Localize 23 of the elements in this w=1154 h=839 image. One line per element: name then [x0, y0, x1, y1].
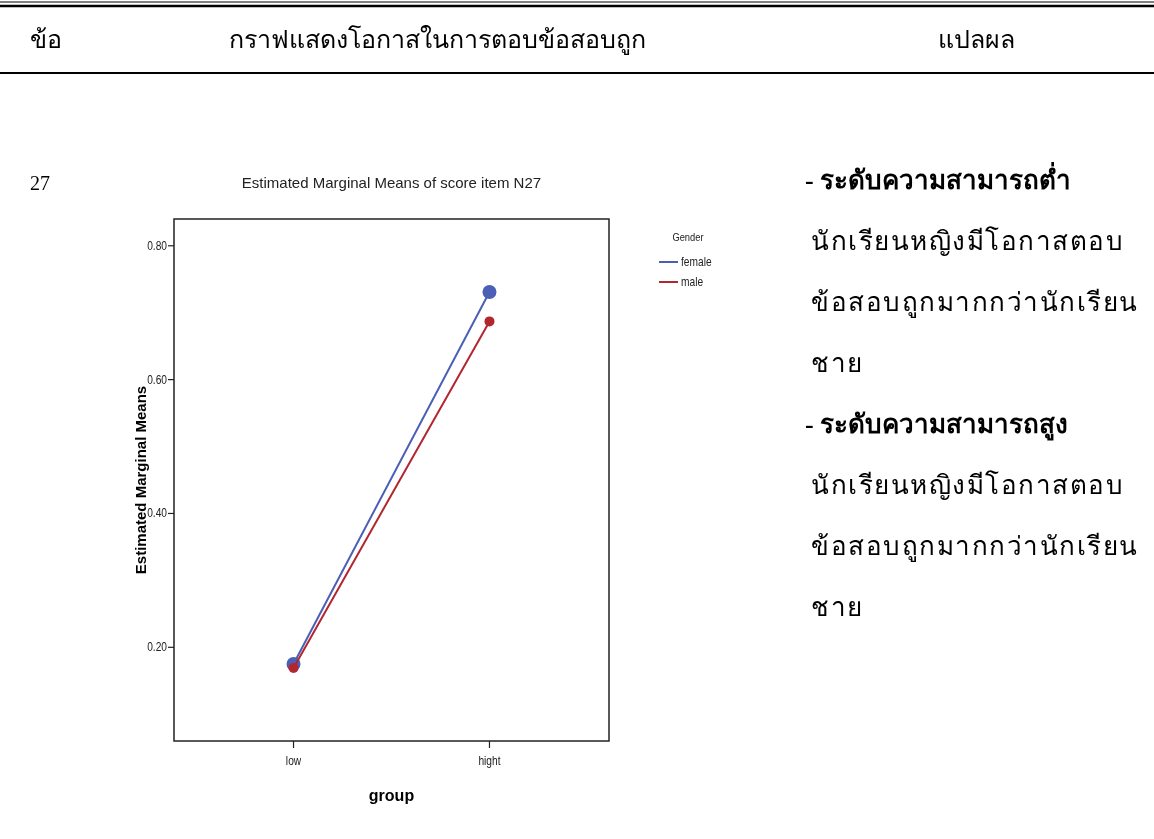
text: นักเรียนหญิงมีโอกาสตอบข้อสอบถูกมากกว่านักเรียนชาย — [811, 227, 1139, 378]
text: - ระดับความสามารถต่ำ — [805, 161, 1073, 197]
point — [288, 663, 299, 674]
y-tick-label: 0.60 — [147, 372, 167, 386]
legend-label: female — [681, 255, 712, 269]
chart-title: Estimated Marginal Means of score item N27 — [241, 174, 542, 191]
y-tick-label: 0.40 — [147, 506, 167, 520]
x-tick-label: hight — [478, 754, 502, 768]
text: แปลผล — [937, 26, 1015, 53]
point — [482, 284, 497, 299]
text: กราฟแสดงโอกาสในการตอบข้อสอบถูก — [228, 25, 646, 55]
legend-title: Gender — [672, 231, 705, 244]
x-axis-title: group — [368, 787, 415, 804]
text: - ระดับความสามารถสูง — [805, 409, 1070, 443]
y-tick-label: 0.20 — [147, 640, 167, 654]
text: 27 — [30, 172, 50, 194]
point — [484, 316, 495, 327]
legend-label: male — [681, 275, 704, 289]
text: นักเรียนหญิงมีโอกาสตอบข้อสอบถูกมากกว่านักเรียนชาย — [811, 471, 1139, 622]
text: ข้อ — [30, 26, 62, 53]
y-axis-title: Estimated Marginal Means — [132, 385, 149, 575]
y-tick-label: 0.80 — [147, 238, 167, 252]
x-tick-label: low — [285, 754, 303, 768]
